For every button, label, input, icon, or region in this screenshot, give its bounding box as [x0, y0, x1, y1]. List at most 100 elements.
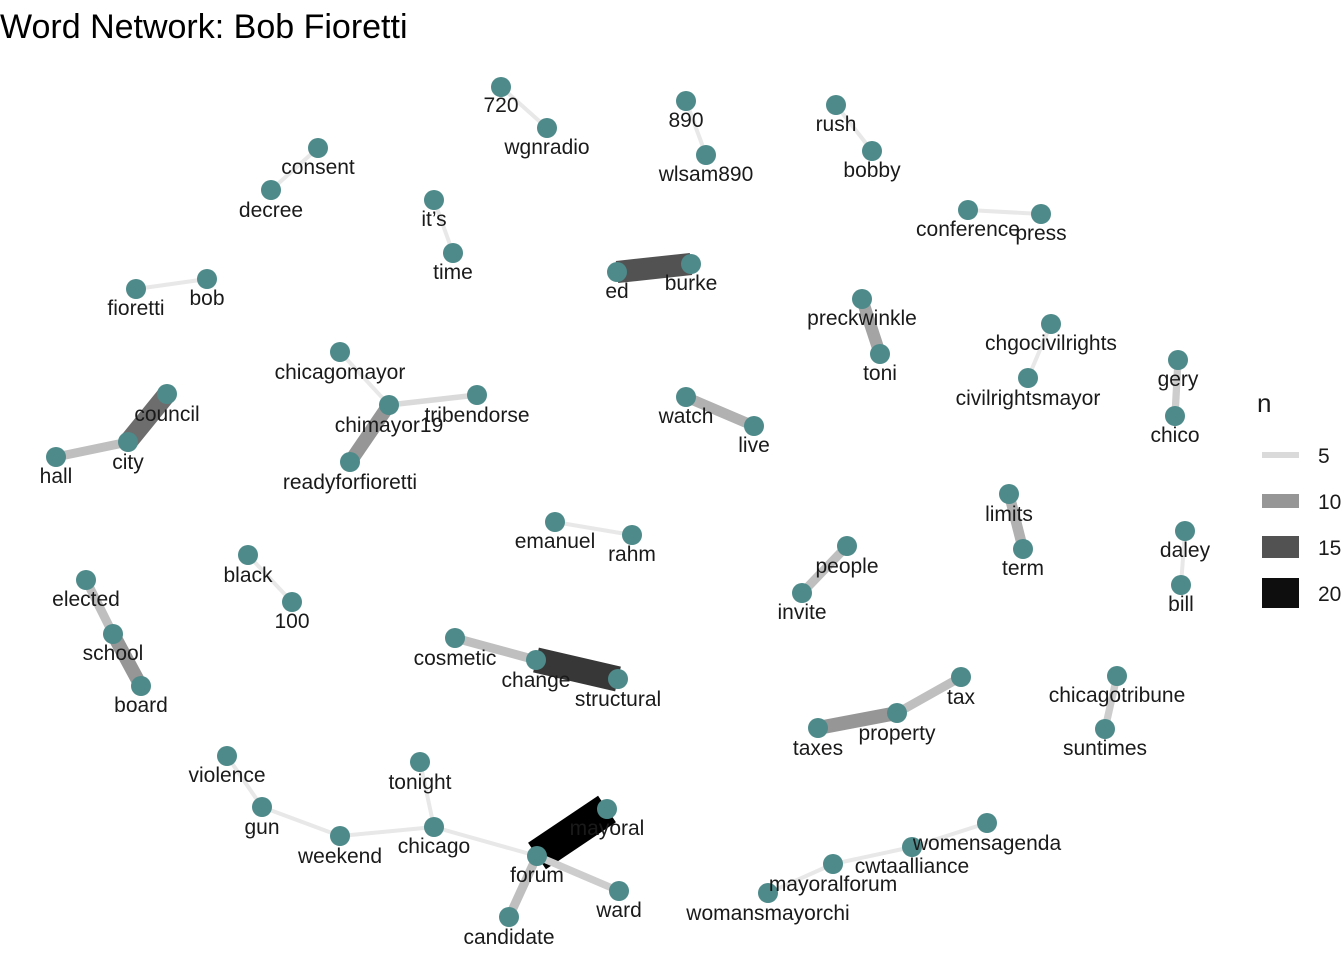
edge-black-100 — [246, 553, 294, 604]
node-label-890: 890 — [668, 109, 703, 132]
node-label-chico: chico — [1150, 424, 1199, 447]
node-womensagenda — [977, 813, 997, 833]
node-label-limits: limits — [985, 503, 1033, 526]
legend-label-15: 15 — [1318, 537, 1341, 560]
edge-people-invite — [798, 542, 851, 597]
node-black — [238, 545, 258, 565]
node-cosmetic — [445, 628, 465, 648]
node-preckwinkle — [852, 289, 872, 309]
node-property — [887, 703, 907, 723]
node-bobby — [862, 141, 882, 161]
node-label-elected: elected — [52, 588, 120, 611]
node-consent — [308, 138, 328, 158]
node-rahm — [622, 525, 642, 545]
node-720 — [491, 77, 511, 97]
node-label-its: it’s — [421, 208, 446, 231]
node-890 — [676, 91, 696, 111]
node-press — [1031, 204, 1051, 224]
node-label-ed: ed — [605, 280, 628, 303]
node-label-gery: gery — [1158, 368, 1199, 391]
network-labels: 720 wgnradio 890 wlsam890 rush bobby consent de… — [40, 94, 1211, 949]
node-label-fioretti: fioretti — [107, 297, 164, 320]
node-chgocivilrights — [1041, 314, 1061, 334]
node-fioretti — [126, 279, 146, 299]
edge-consent-decree — [269, 146, 320, 192]
node-label-gun: gun — [244, 816, 279, 839]
node-label-rahm: rahm — [608, 543, 656, 566]
legend-label-10: 10 — [1318, 491, 1341, 514]
edge-forum-ward — [535, 852, 621, 895]
node-label-watch: watch — [658, 405, 714, 428]
node-mayoral — [597, 799, 617, 819]
network-edges — [55, 85, 1187, 919]
node-emanuel — [545, 512, 565, 532]
node-school — [103, 624, 123, 644]
edge-womensagenda-cwtaalliance — [911, 821, 988, 849]
edge-forum-candidate — [504, 854, 542, 919]
edge-city-hall — [55, 437, 129, 462]
node-label-tonight: tonight — [388, 771, 451, 794]
node-womansmayorchi — [758, 883, 778, 903]
node-label-candidate: candidate — [463, 926, 554, 949]
node-label-chicagomayor: chicagomayor — [275, 361, 406, 384]
node-bob — [197, 269, 217, 289]
node-invite — [792, 583, 812, 603]
legend: n 5 10 15 20 — [1257, 388, 1341, 608]
node-label-rush: rush — [816, 113, 857, 136]
node-label-chicago: chicago — [398, 835, 470, 858]
node-elected — [76, 570, 96, 590]
node-label-ward: ward — [595, 899, 642, 922]
node-label-change: change — [502, 669, 571, 692]
node-label-daley: daley — [1160, 539, 1211, 562]
node-daley — [1175, 521, 1195, 541]
node-label-people: people — [815, 555, 878, 578]
node-label-conference: conference — [916, 218, 1020, 241]
node-civilrightsmayor — [1018, 368, 1038, 388]
node-label-black: black — [223, 564, 273, 587]
node-label-board: board — [114, 694, 168, 717]
node-label-toni: toni — [863, 362, 897, 385]
node-label-cwtaalliance: cwtaalliance — [855, 855, 969, 878]
edge-mayoral-forum — [528, 795, 616, 870]
node-hall — [46, 447, 66, 467]
edge-conference-press — [967, 208, 1042, 216]
node-chicagomayor — [330, 342, 350, 362]
edge-chicago-forum — [433, 825, 538, 858]
node-label-tax: tax — [947, 686, 976, 709]
node-label-council: council — [134, 403, 199, 426]
edge-tonight-chicago — [418, 761, 436, 828]
legend-key-15 — [1262, 536, 1299, 558]
node-live — [744, 416, 764, 436]
node-change — [526, 650, 546, 670]
edge-gun-weekend — [261, 805, 341, 838]
node-label-press: press — [1015, 222, 1066, 245]
node-mayoralforum — [823, 854, 843, 874]
node-label-720: 720 — [483, 94, 518, 117]
edge-elected-school — [81, 577, 118, 637]
node-label-chimayor19: chimayor19 — [335, 414, 444, 437]
node-chicago — [424, 817, 444, 837]
node-label-weekend: weekend — [297, 845, 382, 868]
node-limits — [999, 484, 1019, 504]
node-tonight — [410, 752, 430, 772]
edge-emanuel-rahm — [554, 520, 633, 537]
node-label-burke: burke — [665, 272, 718, 295]
node-council — [157, 384, 177, 404]
node-decree — [261, 180, 281, 200]
node-watch — [676, 387, 696, 407]
node-gery — [1168, 350, 1188, 370]
node-tribendorse — [467, 385, 487, 405]
legend-label-5: 5 — [1318, 445, 1330, 468]
node-label-invite: invite — [777, 601, 826, 624]
node-label-city: city — [112, 451, 144, 474]
node-label-chgocivilrights: chgocivilrights — [985, 332, 1117, 355]
legend-label-20: 20 — [1318, 583, 1341, 606]
node-its — [424, 190, 444, 210]
node-label-wgnradio: wgnradio — [503, 136, 589, 159]
node-label-chicagotribune: chicagotribune — [1049, 684, 1186, 707]
node-wlsam890 — [696, 145, 716, 165]
node-label-property: property — [858, 722, 936, 745]
node-ed — [607, 262, 627, 282]
node-label-consent: consent — [281, 156, 355, 179]
edge-720-wgnradio — [499, 85, 549, 130]
